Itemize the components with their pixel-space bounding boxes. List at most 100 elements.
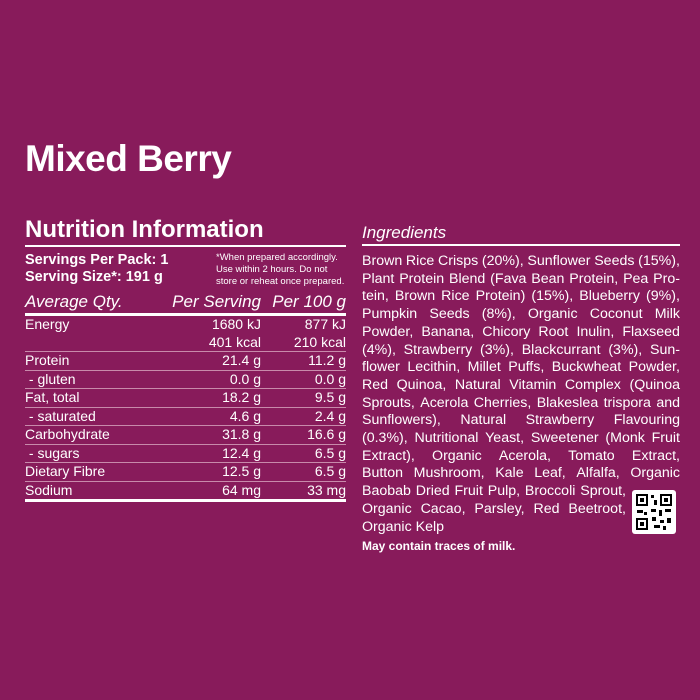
per-serving-value: 18.2 g (222, 389, 261, 405)
ingredient-word: flower (362, 359, 400, 376)
ingredient-word: Organic (527, 306, 578, 323)
ingredient-word: Root (538, 323, 569, 340)
ingredient-word: Yeast, (485, 430, 525, 447)
ingredient-word: Sprout, (580, 483, 626, 500)
per-100g-value: 210 kcal (293, 333, 346, 350)
ingredient-word: (4%), (362, 341, 396, 358)
product-title: Mixed Berry (25, 138, 232, 179)
ingredient-word: Lecithin, (407, 359, 461, 376)
ingredient-word: Pro- (653, 270, 680, 287)
ingredient-word: Organic (362, 500, 412, 517)
preparation-note: *When prepared accordingly. Use within 2… (216, 252, 345, 287)
ingredient-word: Chicory (482, 323, 531, 340)
ingredients-line: Red Quinoa, Natural Vitamin Complex (Quinoa (362, 377, 680, 395)
ingredients-line: Button Mushroom, Kale Leaf, Alfalfa, Organic (362, 465, 680, 483)
ingredient-word: Complex (564, 376, 621, 393)
ingredient-word: Mushroom, (413, 465, 485, 482)
ingredient-word: Parsley, (474, 500, 525, 517)
ingredient-word: trispora (603, 394, 651, 411)
header-per-serving: Per Serving (172, 292, 261, 311)
nutrient-name: Sodium (25, 481, 73, 498)
per-100g-value: 877 kJ (304, 316, 346, 332)
nutrition-panel: Nutrition Information Servings Per Pack:… (25, 215, 346, 502)
per-100g-value: 6.5 g (314, 463, 346, 479)
per-serving-value: 12.5 g (222, 463, 261, 479)
ingredient-word: (Fava (490, 270, 527, 287)
per-serving-value: 401 kcal (208, 333, 261, 350)
nutrient-name: Protein (25, 352, 70, 368)
nutrition-row: - gluten 0.0 g 0.0 g (25, 370, 346, 389)
ingredient-word: Red (362, 376, 389, 393)
ingredient-word: Rice (405, 253, 435, 269)
nutrient-name: Carbohydrate (25, 426, 110, 442)
ingredient-word: Leaf, (534, 465, 566, 482)
ingredient-word: Sweetener (530, 430, 599, 447)
ingredient-word: Red (533, 500, 560, 517)
ingredient-word: Baobab (362, 483, 411, 500)
ingredient-word: (9%), (646, 288, 680, 305)
ingredient-word: Flavouring (613, 412, 680, 429)
nutrition-row: Energy 1680 kJ 877 kJ (25, 316, 346, 334)
ingredient-word: Kelp (415, 518, 445, 535)
ingredient-word: Strawberry (403, 341, 473, 358)
per-serving-value: 4.6 g (229, 407, 261, 424)
ingredient-word: Nutritional (414, 430, 479, 447)
ingredients-heading: Ingredients (362, 222, 680, 246)
ingredient-word: Crisps (438, 253, 479, 269)
table-header: Average Qty. Per Serving Per 100 g (25, 292, 346, 316)
ingredient-word: Sunflowers), (362, 412, 441, 429)
ingredient-word: Tomato (568, 447, 615, 464)
nutrition-row: - saturated 4.6 g 2.4 g (25, 407, 346, 426)
ingredient-word: Extract), (362, 447, 415, 464)
nutrient-name: Energy (25, 316, 70, 332)
ingredient-word: (3%), (608, 341, 643, 358)
ingredient-word: Natural (454, 376, 501, 393)
ingredient-word: Brown (362, 253, 403, 269)
nutrition-rows: Energy 1680 kJ 877 kJ 401 kcal 210 kcal Prote… (25, 316, 346, 502)
ingredients-line: Brown Rice Crisps (20%), Sunflower Seeds (15%)… (362, 253, 680, 271)
ingredient-word: Seeds (594, 253, 635, 269)
qr-code-icon (632, 490, 676, 534)
ingredient-word: Rice (441, 288, 470, 305)
nutrition-row: - sugars 12.4 g 6.5 g (25, 445, 346, 463)
ingredients-line: Extract), Organic Acerola, Tomato Extract, (362, 448, 680, 466)
ingredient-word: (Monk (605, 430, 645, 447)
nutrient-name: Fat, total (25, 389, 80, 405)
ingredient-word: Beetroot, (568, 500, 626, 517)
ingredient-word: Banana, (421, 323, 475, 340)
ingredients-line: Pumpkin Seeds (8%), Organic Coconut Milk (362, 306, 680, 324)
ingredient-word: Puffs, (508, 359, 545, 376)
ingredient-word: Sunflower (527, 253, 591, 269)
ingredient-word: Plant (362, 270, 395, 287)
ingredient-word: (8%), (481, 306, 516, 323)
ingredient-word: Cacao, (420, 500, 466, 517)
ingredient-word: Powder, (362, 323, 414, 340)
ingredients-line: (0.3%), Nutritional Yeast, Sweetener (Monk Fr… (362, 430, 680, 448)
nutrient-name: - saturated (25, 407, 96, 424)
ingredient-word: Blueberry (579, 288, 640, 305)
ingredients-line: Sprouts, Acerola Cherries, Blakeslea trispor… (362, 395, 680, 413)
per-100g-value: 16.6 g (307, 426, 346, 442)
ingredient-word: tein, (362, 288, 389, 305)
ingredient-word: Brown (394, 288, 436, 305)
ingredient-word: Broccoli (524, 483, 576, 500)
ingredient-word: Sprouts, (362, 394, 415, 411)
per-serving-value: 64 mg (222, 481, 261, 498)
nutrition-row: 401 kcal 210 kcal (25, 333, 346, 352)
ingredient-word: Acerola, (498, 447, 551, 464)
ingredient-word: Sun- (650, 341, 680, 358)
per-100g-value: 33 mg (307, 481, 346, 498)
ingredient-word: Kale (495, 465, 524, 482)
ingredients-line: Sunflowers), Natural Strawberry Flavouring (362, 412, 680, 430)
header-average-qty: Average Qty. (25, 292, 123, 311)
ingredient-word: Organic (362, 518, 416, 535)
ingredient-word: Inulin, (576, 323, 615, 340)
nutrient-name: Dietary Fibre (25, 463, 106, 479)
ingredient-word: Protein (399, 270, 445, 287)
ingredients-line: tein, Brown Rice Protein) (15%), Blueberry (9%… (362, 288, 680, 306)
per-serving-value: 21.4 g (222, 352, 261, 368)
ingredients-line: Plant Protein Blend (Fava Bean Protein, Pea Pro… (362, 271, 680, 289)
ingredient-word: Coconut (589, 306, 643, 323)
allergen-statement: May contain traces of milk. (362, 539, 516, 554)
per-100g-value: 0.0 g (314, 370, 346, 387)
